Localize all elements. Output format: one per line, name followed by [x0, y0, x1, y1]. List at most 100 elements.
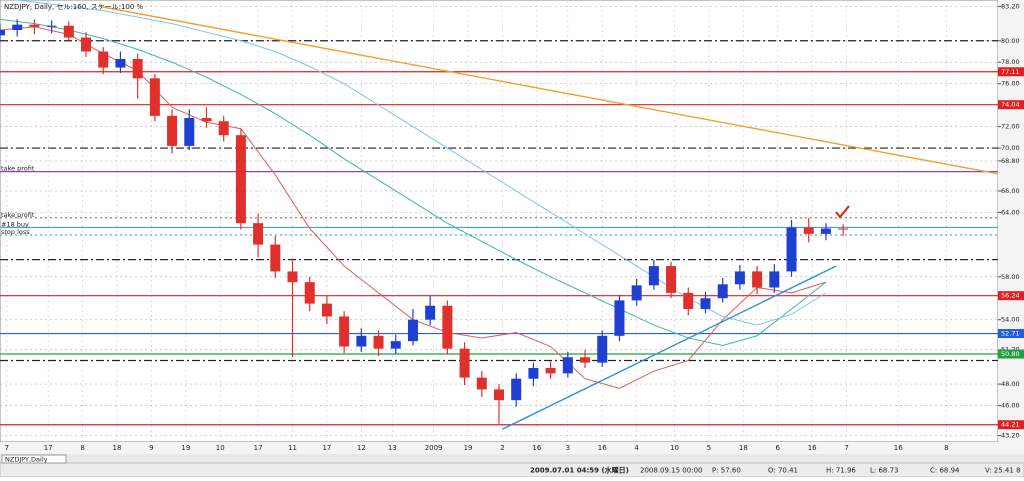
candle-body	[717, 284, 728, 299]
x-tick-label: 4	[634, 444, 639, 452]
candle-body	[304, 282, 315, 304]
candle-body	[700, 298, 711, 309]
x-tick-label: 7	[5, 444, 9, 452]
candle-body	[407, 319, 418, 342]
candle-body	[752, 271, 763, 288]
x-tick-label: 7	[844, 444, 848, 452]
x-tick-label: 5	[707, 444, 711, 452]
price-axis	[998, 0, 1024, 442]
candle-body	[786, 227, 797, 272]
candle-body	[167, 115, 178, 146]
x-tick-label: 17	[44, 444, 53, 452]
chart-title: NZDJPY, Daily, セル:160, スケール:100 %	[4, 3, 144, 11]
line-label: #18 buy	[1, 220, 29, 228]
status-field: 2008.09.15 00:00	[640, 467, 702, 475]
candle-body	[631, 285, 642, 301]
x-tick-label: 10	[670, 444, 679, 452]
price-tag	[998, 329, 1024, 339]
candle-body	[132, 59, 143, 79]
price-tag	[998, 420, 1024, 430]
candle-body	[494, 389, 504, 401]
line-label: take profit	[1, 165, 35, 173]
candle-body	[0, 30, 5, 36]
candle-body	[442, 305, 453, 349]
line-label: stop loss	[1, 228, 30, 236]
candle-body	[425, 305, 436, 320]
candle-body	[356, 335, 367, 347]
candle-body	[545, 367, 556, 374]
candle-body	[580, 357, 591, 363]
price-tag-label: 74.04	[1001, 101, 1020, 109]
candle-body	[511, 378, 522, 401]
x-tick-label: 16	[894, 444, 903, 452]
status-field: H: 71.96	[826, 467, 856, 475]
candle-body	[29, 24, 40, 27]
x-tick-label: 2009	[425, 444, 443, 452]
candle-body	[98, 51, 109, 68]
x-tick-label: 16	[808, 444, 817, 452]
price-tag-label: 44.21	[1001, 421, 1020, 429]
x-tick-label: 16	[532, 444, 541, 452]
y-tick-label: 83.20	[1001, 2, 1020, 10]
tab-label[interactable]: NZDJPY,Daily	[5, 456, 48, 464]
candle-body	[321, 303, 332, 317]
y-tick-label: 48.00	[1001, 380, 1020, 388]
status-field: 2009.07.01 04:59 (水曜日)	[530, 466, 629, 475]
candle-body	[46, 25, 57, 27]
x-tick-label: 18	[113, 444, 122, 452]
price-tag	[998, 67, 1024, 77]
y-tick-label: 58.00	[1001, 273, 1020, 281]
x-tick-label: 10	[216, 444, 225, 452]
candle-body	[115, 59, 126, 68]
tab-bar	[0, 454, 1024, 463]
x-tick-label: 8	[80, 444, 84, 452]
y-tick-label: 66.00	[1001, 187, 1020, 195]
y-tick-label: 78.00	[1001, 58, 1020, 66]
status-field: L: 68.73	[870, 467, 899, 475]
candle-body	[81, 37, 92, 52]
candle-body	[683, 292, 694, 309]
status-field: C: 68.94	[930, 467, 960, 475]
y-tick-label: 54.00	[1001, 316, 1020, 324]
y-tick-label: 46.00	[1001, 402, 1020, 410]
candle-body	[769, 271, 780, 288]
candle-body	[184, 118, 195, 146]
x-tick-label: 2	[500, 444, 504, 452]
candle-body	[287, 271, 298, 283]
candle-body	[201, 118, 212, 122]
time-axis	[0, 442, 1024, 454]
candle-body	[63, 25, 74, 38]
x-tick-label: 19	[181, 444, 190, 452]
candle-body	[270, 244, 281, 272]
plot-area	[0, 0, 999, 443]
y-tick-label: 70.00	[1001, 144, 1020, 152]
status-field: P: 57.60	[712, 467, 741, 475]
tab[interactable]	[1, 454, 67, 464]
status-field: V: 25.41 8	[985, 467, 1021, 475]
y-tick-label: 68.80	[1001, 157, 1020, 165]
check-mark	[835, 205, 850, 219]
candle-body	[734, 271, 745, 285]
candle-body	[648, 266, 659, 286]
x-tick-label: 8	[944, 444, 948, 452]
candle-body	[12, 24, 23, 31]
price-tag	[998, 291, 1024, 301]
price-tag	[998, 349, 1024, 359]
candle-body	[459, 348, 470, 378]
candle-body	[149, 78, 160, 116]
x-tick-label: 17	[254, 444, 263, 452]
candle-body	[838, 228, 849, 230]
candle-body	[218, 121, 229, 136]
price-tag-label: 56.24	[1001, 292, 1020, 300]
y-tick-label: 43.20	[1001, 432, 1020, 440]
candle-body	[597, 335, 608, 363]
status-field: O: 70.41	[768, 467, 798, 475]
candle-body	[528, 367, 539, 379]
x-tick-label: 18	[739, 444, 748, 452]
x-tick-label: 6	[776, 444, 781, 452]
price-tag-label: 52.71	[1001, 330, 1020, 338]
candle-body	[803, 227, 814, 234]
trend-line	[502, 265, 837, 430]
y-tick-label: 64.00	[1001, 208, 1020, 216]
